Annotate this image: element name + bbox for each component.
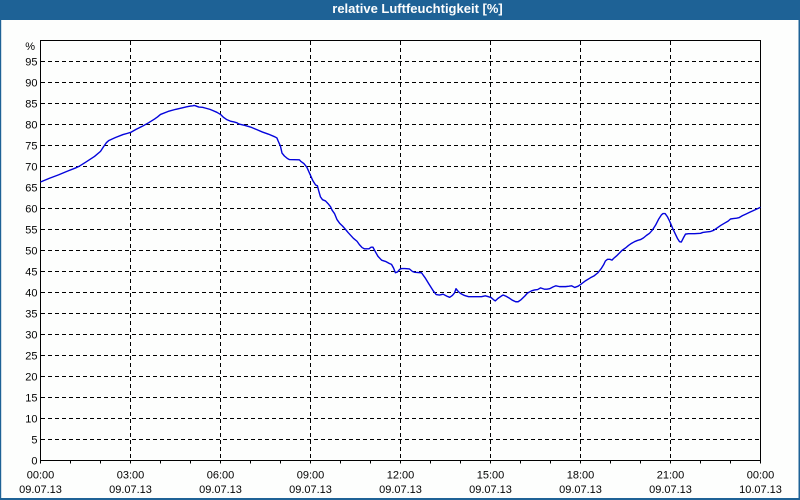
svg-text:09.07.13: 09.07.13 bbox=[199, 484, 242, 496]
svg-text:40: 40 bbox=[25, 287, 37, 299]
svg-text:15:00: 15:00 bbox=[477, 470, 505, 482]
svg-text:5: 5 bbox=[31, 434, 37, 446]
svg-text:45: 45 bbox=[25, 266, 37, 278]
svg-text:00:00: 00:00 bbox=[27, 470, 55, 482]
svg-text:35: 35 bbox=[25, 308, 37, 320]
svg-text:80: 80 bbox=[25, 119, 37, 131]
svg-text:55: 55 bbox=[25, 224, 37, 236]
svg-text:00:00: 00:00 bbox=[747, 470, 775, 482]
svg-text:10: 10 bbox=[25, 413, 37, 425]
svg-text:85: 85 bbox=[25, 98, 37, 110]
svg-text:70: 70 bbox=[25, 161, 37, 173]
svg-text:10.07.13: 10.07.13 bbox=[739, 484, 782, 496]
svg-text:0: 0 bbox=[31, 455, 37, 467]
svg-text:03:00: 03:00 bbox=[117, 470, 145, 482]
svg-text:18:00: 18:00 bbox=[567, 470, 595, 482]
svg-text:09.07.13: 09.07.13 bbox=[109, 484, 152, 496]
svg-text:15: 15 bbox=[25, 392, 37, 404]
svg-text:90: 90 bbox=[25, 77, 37, 89]
svg-text:20: 20 bbox=[25, 371, 37, 383]
svg-text:09.07.13: 09.07.13 bbox=[649, 484, 692, 496]
svg-text:12:00: 12:00 bbox=[387, 470, 415, 482]
svg-text:30: 30 bbox=[25, 329, 37, 341]
svg-text:50: 50 bbox=[25, 245, 37, 257]
svg-text:95: 95 bbox=[25, 56, 37, 68]
svg-text:06:00: 06:00 bbox=[207, 470, 235, 482]
svg-text:25: 25 bbox=[25, 350, 37, 362]
svg-text:09.07.13: 09.07.13 bbox=[289, 484, 332, 496]
svg-text:60: 60 bbox=[25, 203, 37, 215]
svg-text:09.07.13: 09.07.13 bbox=[469, 484, 512, 496]
svg-text:75: 75 bbox=[25, 140, 37, 152]
svg-text:09.07.13: 09.07.13 bbox=[559, 484, 602, 496]
svg-text:%: % bbox=[25, 41, 35, 53]
svg-text:09:00: 09:00 bbox=[297, 470, 325, 482]
svg-text:09.07.13: 09.07.13 bbox=[19, 484, 62, 496]
svg-text:09.07.13: 09.07.13 bbox=[379, 484, 422, 496]
svg-text:65: 65 bbox=[25, 182, 37, 194]
svg-text:21:00: 21:00 bbox=[657, 470, 685, 482]
svg-text:relative Luftfeuchtigkeit [%]: relative Luftfeuchtigkeit [%] bbox=[332, 1, 502, 16]
